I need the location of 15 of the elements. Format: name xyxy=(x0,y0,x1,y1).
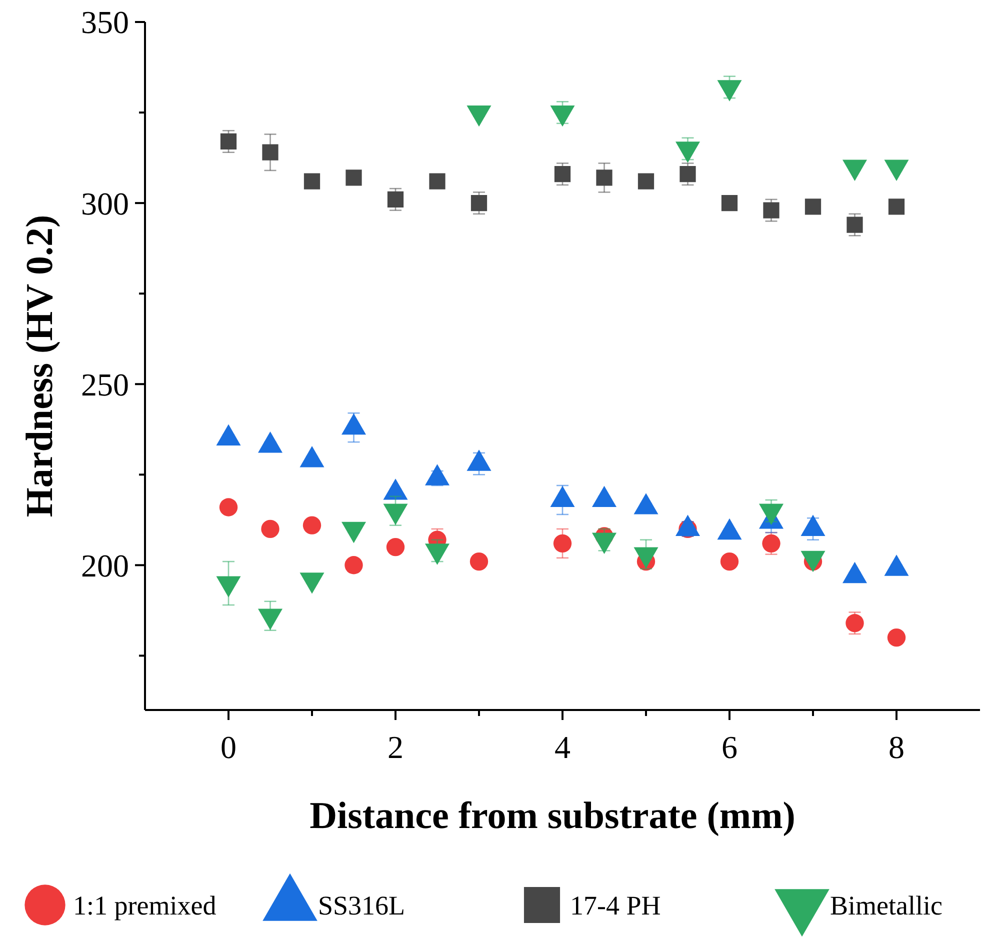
x-tick-label: 0 xyxy=(220,729,236,765)
x-tick-label: 6 xyxy=(722,729,738,765)
x-tick-label: 8 xyxy=(888,729,904,765)
y-tick-label: 350 xyxy=(81,4,129,40)
legend-label: 1:1 premixed xyxy=(73,890,217,920)
x-tick-label: 2 xyxy=(388,729,404,765)
legend-label: Bimetallic xyxy=(830,890,942,920)
y-axis-title: Hardness (HV 0.2) xyxy=(19,214,61,518)
y-tick-label: 200 xyxy=(81,547,129,584)
y-tick-label: 250 xyxy=(81,366,129,402)
x-axis-title: Distance from substrate (mm) xyxy=(310,795,796,837)
y-tick-label: 300 xyxy=(81,185,129,222)
x-tick-label: 4 xyxy=(554,729,570,765)
legend-label: SS316L xyxy=(318,890,406,920)
legend-label: 17-4 PH xyxy=(570,890,661,920)
